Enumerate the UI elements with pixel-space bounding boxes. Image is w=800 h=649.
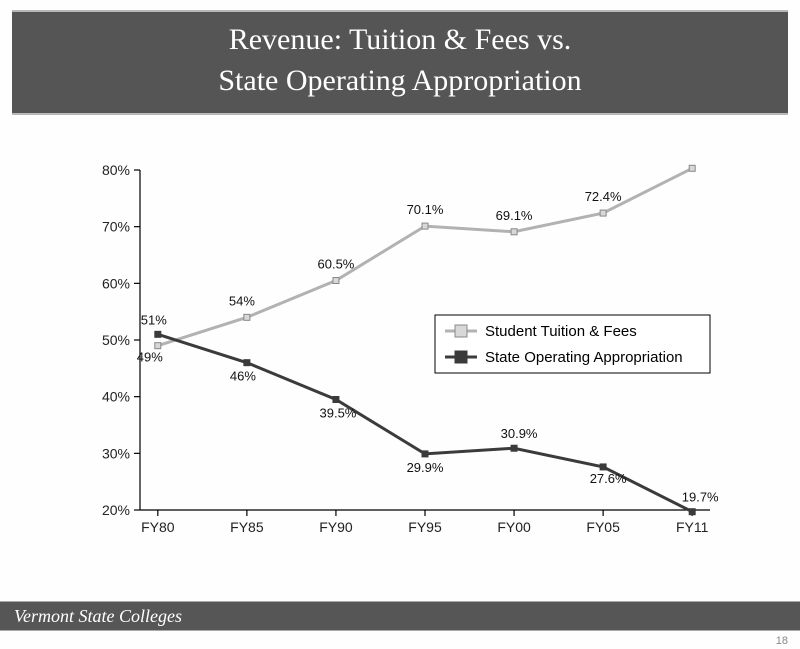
y-tick-label: 80% — [102, 162, 130, 178]
point-label: 46% — [230, 369, 256, 384]
x-tick-label: FY85 — [230, 519, 264, 535]
point-label: 39.5% — [320, 406, 357, 421]
data-marker — [422, 223, 428, 229]
data-marker — [155, 343, 161, 349]
point-label: 30.9% — [501, 426, 538, 441]
point-label: 72.4% — [585, 189, 622, 204]
slide: Revenue: Tuition & Fees vs. State Operat… — [0, 0, 800, 649]
data-marker — [689, 509, 695, 515]
x-tick-label: FY95 — [408, 519, 442, 535]
legend-label: Student Tuition & Fees — [485, 323, 637, 340]
footer-text: Vermont State Colleges — [14, 606, 182, 627]
data-marker — [244, 360, 250, 366]
y-tick-label: 20% — [102, 502, 130, 518]
point-label: 60.5% — [318, 257, 355, 272]
point-label: 69.1% — [496, 208, 533, 223]
data-marker — [333, 397, 339, 403]
data-marker — [155, 331, 161, 337]
y-tick-label: 70% — [102, 219, 130, 235]
data-marker — [689, 165, 695, 171]
x-tick-label: FY80 — [141, 519, 175, 535]
footer-bar: Vermont State Colleges — [0, 601, 800, 631]
page-number: 18 — [776, 635, 788, 647]
data-marker — [511, 445, 517, 451]
y-tick-label: 40% — [102, 389, 130, 405]
title-bar: Revenue: Tuition & Fees vs. State Operat… — [12, 10, 788, 115]
title-line-2: State Operating Appropriation — [12, 61, 788, 102]
x-tick-label: FY11 — [676, 519, 709, 535]
x-tick-label: FY05 — [586, 519, 620, 535]
y-tick-label: 60% — [102, 275, 130, 291]
x-tick-label: FY00 — [497, 519, 531, 535]
point-label: 70.1% — [407, 202, 444, 217]
y-tick-label: 30% — [102, 445, 130, 461]
point-label: 49% — [137, 350, 163, 365]
data-marker — [511, 229, 517, 235]
point-label: 54% — [229, 293, 255, 308]
x-tick-label: FY90 — [319, 519, 353, 535]
data-marker — [244, 314, 250, 320]
data-marker — [600, 464, 606, 470]
data-marker — [333, 278, 339, 284]
point-label: 27.6% — [590, 471, 627, 486]
y-tick-label: 50% — [102, 332, 130, 348]
legend-label: State Operating Appropriation — [485, 349, 683, 366]
data-marker — [422, 451, 428, 457]
chart-area: 20% 30% 40% 50% 60% 70% 80% FY80 FY85 FY90 FY95 FY0… — [95, 160, 735, 560]
title-line-1: Revenue: Tuition & Fees vs. — [12, 20, 788, 61]
revenue-chart: 20% 30% 40% 50% 60% 70% 80% FY80 FY85 FY90 FY95 FY0… — [95, 160, 735, 560]
data-marker — [600, 210, 606, 216]
point-label: 51% — [141, 312, 167, 327]
point-label: 19.7% — [682, 490, 719, 505]
point-label: 29.9% — [407, 460, 444, 475]
